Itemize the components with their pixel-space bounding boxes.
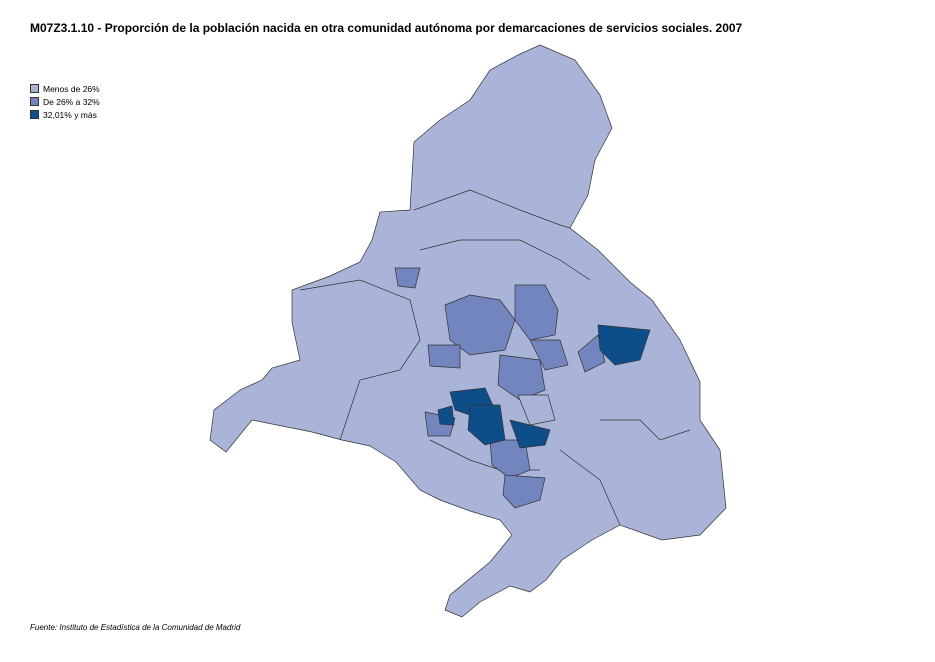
region [444, 294, 516, 356]
legend-swatch [30, 84, 39, 93]
region [514, 284, 559, 341]
legend-label: Menos de 26% [43, 83, 100, 94]
region [577, 334, 606, 373]
source: Fuente: Instituto de Estadística de la C… [30, 623, 241, 632]
legend-swatch [30, 97, 39, 106]
border [600, 419, 691, 441]
border [419, 239, 591, 281]
region [437, 405, 455, 426]
region [394, 267, 421, 289]
region [502, 474, 546, 509]
map-title: M07Z3.1.10 - Proporción de la población … [30, 21, 743, 35]
legend-label: 32,01% y más [43, 109, 97, 120]
legend-item: De 26% a 32% [30, 95, 100, 108]
region [467, 404, 506, 446]
region [427, 344, 461, 369]
legend-item: 32,01% y más [30, 108, 100, 121]
region [597, 324, 651, 366]
border [299, 279, 421, 441]
legend: Menos de 26% De 26% a 32% 32,01% y más [30, 82, 100, 121]
region [517, 394, 556, 426]
legend-label: De 26% a 32% [43, 96, 100, 107]
legend-swatch [30, 110, 39, 119]
border [413, 189, 571, 229]
region [509, 419, 551, 449]
border [559, 449, 621, 526]
legend-item: Menos de 26% [30, 82, 100, 95]
